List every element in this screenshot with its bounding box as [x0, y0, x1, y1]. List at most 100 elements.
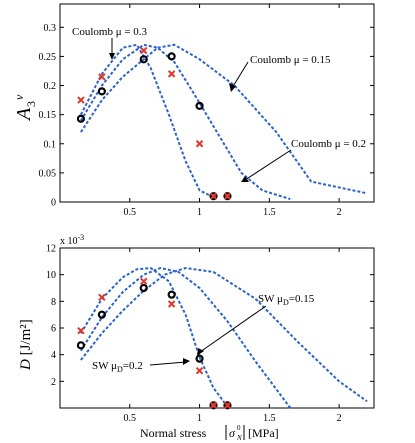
marker-cross: [195, 366, 204, 375]
marker-circle: [97, 310, 106, 319]
marker-circle: [209, 192, 218, 201]
xlabel-sigma-sub: N: [236, 434, 242, 442]
marker-cross-stroke: [98, 73, 106, 81]
scale-factor-exp: -3: [78, 233, 85, 242]
series-top: [80, 43, 368, 201]
arrow-sw-mu-0.2: [149, 361, 187, 366]
y-tick-label: 0.05: [39, 168, 57, 179]
arrowhead-sw-mu-0.2: [183, 358, 190, 365]
marker-circle: [209, 401, 218, 410]
y-tick-label: 0: [51, 198, 56, 209]
annotation-sw-mu-0.2-sub: D: [117, 365, 123, 374]
marker-cross-stroke: [209, 192, 218, 200]
markers-bottom: [76, 277, 232, 410]
arrow-mu-0.2: [244, 149, 292, 181]
arrowhead-mu-0.15: [229, 83, 236, 92]
xlabel-sigma-sup: 0: [237, 424, 241, 432]
marker-cross: [223, 401, 232, 410]
marker-cross-stroke: [167, 300, 176, 308]
marker-circle: [167, 290, 176, 299]
y-tick-label: 0.1: [44, 139, 57, 150]
marker-cross-stroke: [77, 96, 85, 104]
marker-circle: [167, 52, 176, 61]
marker-cross-stroke: [98, 293, 106, 302]
series-line-1: [80, 43, 214, 199]
marker-cross-stroke: [223, 401, 232, 410]
xlabel-sigma: σ: [229, 426, 236, 440]
ylabel-a3: A: [13, 107, 35, 122]
annotation-sw-mu-0.15-post: =0.15: [289, 293, 315, 305]
ylabel-a3-base: A: [13, 107, 35, 122]
annotation-sw-mu-0.15: SW μD=0.15: [258, 293, 315, 307]
marker-cross: [167, 300, 176, 308]
marker-cross: [140, 46, 148, 55]
x-tick-label: 1.5: [263, 413, 276, 424]
annotation-sw-mu-0.15-sub: D: [283, 298, 289, 307]
series-line-3: [80, 266, 368, 403]
x-tick-label: 1: [197, 413, 202, 424]
y-tick-label: 2: [51, 377, 56, 388]
annotation-coulomb-mu-0.15: Coulomb μ = 0.15: [250, 54, 331, 66]
y-tick-label: 12: [46, 244, 56, 255]
ylabel-a3-sub: 3: [24, 101, 38, 107]
scale-factor-base: x 10: [60, 236, 78, 247]
xlabel: Normal stress: [140, 426, 207, 440]
x-tick-label: 1: [197, 207, 202, 218]
marker-circle: [223, 192, 232, 201]
y-tick-label: 0.2: [44, 81, 57, 92]
y-tick-label: 4: [51, 350, 56, 361]
series-line-3: [80, 43, 368, 195]
arrowhead-sw-mu-0.15: [197, 348, 204, 356]
marker-circle: [97, 87, 106, 96]
marker-cross: [223, 192, 232, 200]
ticks-top: 0.5 1 1.5 2 0 0.05 0.1 0.15 0.2 0.25 0.3: [39, 4, 374, 218]
xlabel-unit: [MPa]: [248, 426, 279, 440]
ylabel-d-symbol: D: [18, 359, 34, 371]
marker-cross-stroke: [140, 46, 148, 55]
ylabel-a3-sup: v: [12, 94, 26, 100]
ylabel-d-unit: [J/m²]: [18, 319, 34, 359]
y-tick-label: 6: [51, 324, 56, 335]
y-tick-label: 8: [51, 297, 56, 308]
marker-cross: [167, 70, 176, 78]
marker-circle: [139, 55, 148, 64]
y-tick-label: 0.25: [39, 52, 57, 63]
marker-cross: [77, 96, 85, 104]
annotation-sw-mu-0.15-pre: SW μ: [258, 293, 283, 305]
marker-cross-stroke: [77, 326, 85, 335]
x-tick-label: 0.5: [124, 207, 137, 218]
marker-cross: [98, 293, 106, 302]
chart-a3: 0.5 1 1.5 2 0 0.05 0.1 0.15 0.2 0.25 0.3 A 3 v Cou…: [12, 3, 375, 218]
marker-circle: [139, 283, 148, 293]
marker-circle: [223, 401, 232, 410]
y-tick-label: 10: [46, 270, 56, 281]
plot-frame-top: [59, 3, 375, 203]
marker-cross-stroke: [195, 366, 204, 375]
marker-cross-stroke: [195, 140, 204, 148]
marker-cross: [195, 140, 204, 148]
x-tick-label: 0.5: [124, 413, 137, 424]
marker-cross: [209, 192, 218, 200]
ylabel-d: D [J/m²]: [18, 319, 34, 371]
marker-cross-stroke: [140, 277, 148, 286]
y-tick-label: 0.3: [44, 23, 57, 34]
series-line-1: [80, 266, 229, 408]
ticks-bottom: 0.5 1 1.5 2 2 4 6 8 10 12: [46, 244, 374, 424]
marker-circle: [195, 101, 204, 111]
marker-circle: [76, 341, 86, 350]
arrowhead-mu-0.3: [109, 53, 115, 60]
marker-cross-stroke: [167, 70, 176, 78]
x-tick-label: 2: [337, 207, 342, 218]
arrow-sw-mu-0.15: [199, 305, 267, 353]
annotation-coulomb-mu-0.2: Coulomb μ = 0.2: [291, 138, 366, 150]
annotation-coulomb-mu-0.3: Coulomb μ = 0.3: [72, 26, 148, 38]
marker-circle: [195, 354, 204, 363]
xlabel-text: Normal stress: [140, 426, 207, 440]
arrow-mu-0.15: [231, 61, 249, 89]
marker-cross: [209, 401, 218, 410]
series-bottom: [80, 266, 368, 409]
annotation-sw-mu-0.2-pre: SW μ: [92, 360, 117, 372]
marker-circle: [76, 114, 86, 123]
